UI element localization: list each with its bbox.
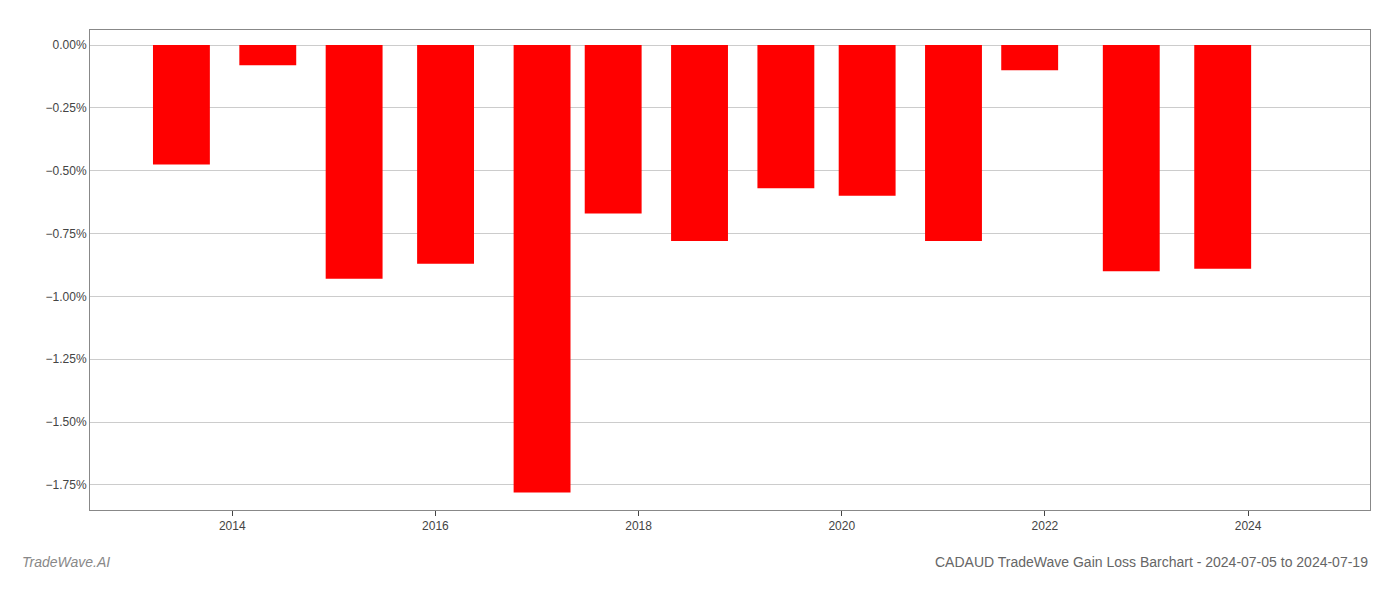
svg-text:2022: 2022 <box>1032 519 1059 533</box>
svg-text:TradeWave.AI: TradeWave.AI <box>22 554 110 570</box>
svg-text:−1.00%: −1.00% <box>46 290 87 304</box>
svg-text:−0.25%: −0.25% <box>46 101 87 115</box>
svg-text:0.00%: 0.00% <box>53 38 87 52</box>
svg-text:−0.50%: −0.50% <box>46 164 87 178</box>
svg-text:−1.75%: −1.75% <box>46 478 87 492</box>
svg-text:−1.50%: −1.50% <box>46 415 87 429</box>
svg-text:2016: 2016 <box>422 519 449 533</box>
svg-text:CADAUD TradeWave Gain Loss Bar: CADAUD TradeWave Gain Loss Barchart - 20… <box>935 554 1368 570</box>
svg-text:2018: 2018 <box>625 519 652 533</box>
svg-text:−1.25%: −1.25% <box>46 352 87 366</box>
svg-text:2014: 2014 <box>219 519 246 533</box>
svg-text:2020: 2020 <box>828 519 855 533</box>
svg-text:2024: 2024 <box>1235 519 1262 533</box>
svg-text:−0.75%: −0.75% <box>46 227 87 241</box>
